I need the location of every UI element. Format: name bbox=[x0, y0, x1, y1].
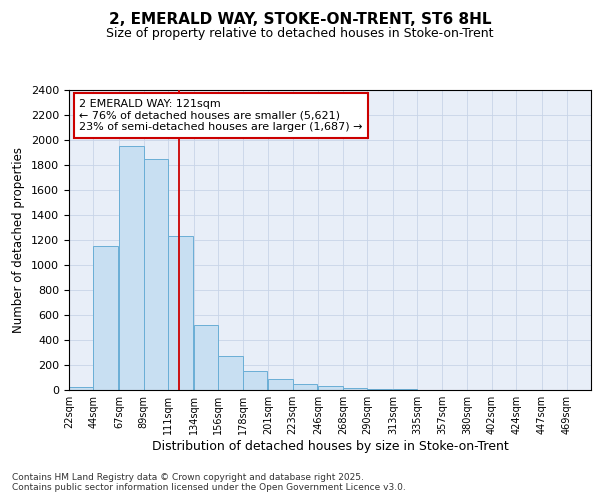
Bar bbox=[242, 371, 267, 390]
Text: 2, EMERALD WAY, STOKE-ON-TRENT, ST6 8HL: 2, EMERALD WAY, STOKE-ON-TRENT, ST6 8HL bbox=[109, 12, 491, 28]
Bar bbox=[218, 356, 242, 390]
Y-axis label: Number of detached properties: Number of detached properties bbox=[13, 147, 25, 333]
Text: Size of property relative to detached houses in Stoke-on-Trent: Size of property relative to detached ho… bbox=[106, 28, 494, 40]
Bar bbox=[268, 379, 293, 390]
Bar bbox=[143, 159, 168, 390]
Text: Contains HM Land Registry data © Crown copyright and database right 2025.
Contai: Contains HM Land Registry data © Crown c… bbox=[12, 473, 406, 492]
Bar bbox=[367, 389, 392, 390]
X-axis label: Distribution of detached houses by size in Stoke-on-Trent: Distribution of detached houses by size … bbox=[152, 440, 508, 453]
Bar bbox=[168, 236, 193, 390]
Bar bbox=[194, 325, 218, 390]
Bar bbox=[94, 246, 118, 390]
Text: 2 EMERALD WAY: 121sqm
← 76% of detached houses are smaller (5,621)
23% of semi-d: 2 EMERALD WAY: 121sqm ← 76% of detached … bbox=[79, 99, 363, 132]
Bar bbox=[119, 146, 143, 390]
Bar bbox=[319, 386, 343, 390]
Bar bbox=[69, 387, 94, 390]
Bar bbox=[343, 388, 367, 390]
Bar bbox=[293, 384, 317, 390]
